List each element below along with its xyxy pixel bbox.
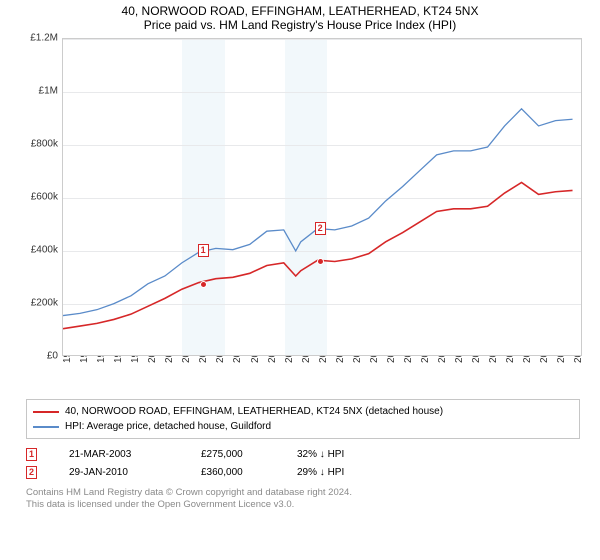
legend-swatch xyxy=(33,411,59,413)
sale-date: 29-JAN-2010 xyxy=(69,467,169,478)
sale-row: 1 21-MAR-2003 £275,000 32% ↓ HPI xyxy=(26,445,580,463)
sale-marker-dot xyxy=(200,281,207,288)
legend-row: HPI: Average price, detached house, Guil… xyxy=(33,419,573,434)
y-tick-label: £1.2M xyxy=(30,33,58,44)
legend-row: 40, NORWOOD ROAD, EFFINGHAM, LEATHERHEAD… xyxy=(33,404,573,419)
sale-vs-hpi: 29% ↓ HPI xyxy=(297,467,369,478)
footer-attribution: Contains HM Land Registry data © Crown c… xyxy=(26,487,580,511)
series-line xyxy=(63,182,573,328)
footer-line: Contains HM Land Registry data © Crown c… xyxy=(26,487,580,499)
sale-id-badge: 1 xyxy=(26,448,37,461)
chart-subtitle: Price paid vs. HM Land Registry's House … xyxy=(0,18,600,38)
sales-table: 1 21-MAR-2003 £275,000 32% ↓ HPI 2 29-JAN-201… xyxy=(26,445,580,481)
legend: 40, NORWOOD ROAD, EFFINGHAM, LEATHERHEAD… xyxy=(26,399,580,439)
chart-svg xyxy=(63,39,581,355)
sale-price: £360,000 xyxy=(201,467,265,478)
series-line xyxy=(63,109,573,316)
sale-marker-dot xyxy=(317,258,324,265)
sale-vs-hpi: 32% ↓ HPI xyxy=(297,449,369,460)
sale-marker-label: 1 xyxy=(198,244,209,257)
sale-date: 21-MAR-2003 xyxy=(69,449,169,460)
footer-line: This data is licensed under the Open Gov… xyxy=(26,499,580,511)
sale-id-badge: 2 xyxy=(26,466,37,479)
chart-container: £0£200k£400k£600k£800k£1M£1.2M 199519961… xyxy=(28,38,588,393)
y-tick-label: £600k xyxy=(31,192,58,203)
plot-area: 12 xyxy=(62,38,582,356)
y-tick-label: £1M xyxy=(39,86,58,97)
y-tick-label: £400k xyxy=(31,245,58,256)
y-tick-label: £200k xyxy=(31,298,58,309)
sale-marker-label: 2 xyxy=(315,222,326,235)
legend-label: 40, NORWOOD ROAD, EFFINGHAM, LEATHERHEAD… xyxy=(65,406,443,417)
chart-title: 40, NORWOOD ROAD, EFFINGHAM, LEATHERHEAD… xyxy=(0,0,600,18)
y-tick-label: £800k xyxy=(31,139,58,150)
y-tick-label: £0 xyxy=(47,351,58,362)
legend-label: HPI: Average price, detached house, Guil… xyxy=(65,421,271,432)
sale-row: 2 29-JAN-2010 £360,000 29% ↓ HPI xyxy=(26,463,580,481)
sale-price: £275,000 xyxy=(201,449,265,460)
legend-swatch xyxy=(33,426,59,428)
